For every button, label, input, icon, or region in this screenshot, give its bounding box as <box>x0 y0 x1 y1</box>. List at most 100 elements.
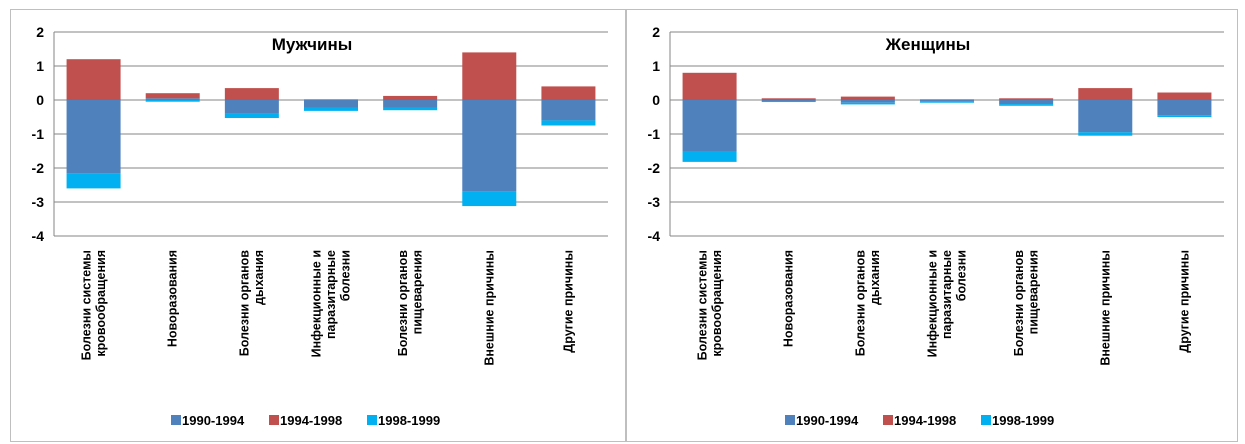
bar-1994-1998-cat-5 <box>462 52 517 100</box>
bar-1998-1999-cat-2 <box>224 113 279 119</box>
category-label-line: Болезни органов <box>854 250 868 357</box>
category-label-line: Внешние причины <box>1098 250 1112 366</box>
bar-1998-1999-cat-3 <box>304 107 358 111</box>
gridlines <box>670 31 1224 237</box>
category-label-line: Болезни органов <box>1012 250 1026 357</box>
bar-1998-1999-cat-2 <box>840 102 895 105</box>
bar-1990-1994-cat-3 <box>304 100 358 108</box>
bar-1990-1994-cat-1 <box>145 98 200 100</box>
category-label: Другие причины <box>1177 250 1191 353</box>
legend-label: 1994-1998 <box>280 413 342 428</box>
y-tick-label: -2 <box>32 160 45 176</box>
chart-panel-men: 2 1 0 -1 -2 -3 -4 Болезни системыкровообращения… <box>10 9 626 442</box>
bar-1994-1998-cat-2 <box>224 88 279 100</box>
bar-1990-1994-cat-4 <box>999 100 1054 105</box>
bar-1990-1994-cat-2 <box>224 100 279 114</box>
y-tick-labels: 2 1 0 -1 -2 -3 -4 <box>648 24 661 244</box>
legend-label: 1998-1999 <box>992 413 1054 428</box>
legend-label: 1990-1994 <box>796 413 859 428</box>
bar-1998-1999-cat-1 <box>761 101 816 103</box>
bar-1990-1994-cat-0 <box>66 100 121 174</box>
category-label-line: дыхания <box>868 250 882 305</box>
bar-1998-1999-cat-5 <box>1078 132 1133 136</box>
bar-1998-1999-cat-1 <box>145 100 200 102</box>
bar-1998-1999-cat-4 <box>383 107 438 111</box>
bar-1990-1994-cat-5 <box>1078 100 1133 133</box>
legend-label: 1998-1999 <box>378 413 440 428</box>
category-label: Болезни органовдыхания <box>854 250 883 357</box>
category-label-line: Новоразования <box>782 250 796 347</box>
bar-1994-1998-cat-6 <box>541 86 596 100</box>
y-tick-label: -1 <box>32 126 45 142</box>
bar-1990-1994-cat-5 <box>462 100 517 192</box>
category-label-line: Инфекционные и <box>926 250 940 357</box>
category-label-line: Инфекционные и <box>310 250 324 357</box>
category-label-line: Болезни системы <box>79 250 93 360</box>
y-tick-label: -1 <box>648 126 661 142</box>
y-tick-label: 1 <box>652 58 660 74</box>
bars <box>66 52 596 207</box>
category-label-line: пищеварения <box>410 250 424 334</box>
legend: 1990-1994 1994-1998 1998-1999 <box>171 413 440 428</box>
y-tick-label: -4 <box>32 228 45 244</box>
legend-swatch <box>171 415 181 425</box>
bar-1990-1994-cat-2 <box>840 100 895 103</box>
category-label-line: дыхания <box>252 250 266 305</box>
y-tick-label: -2 <box>648 160 661 176</box>
bar-1994-1998-cat-6 <box>1157 92 1212 100</box>
gridlines <box>54 31 608 237</box>
category-label: Болезни системыкровообращения <box>695 250 724 360</box>
legend: 1990-1994 1994-1998 1998-1999 <box>785 413 1054 428</box>
category-label: Болезни органовдыхания <box>238 250 267 357</box>
legend-label: 1990-1994 <box>182 413 245 428</box>
category-label: Инфекционные ипаразитарныеболезни <box>310 250 353 357</box>
bar-1990-1994-cat-4 <box>383 100 438 108</box>
legend-label: 1994-1998 <box>894 413 956 428</box>
category-label-line: Болезни системы <box>695 250 709 360</box>
y-tick-label: 2 <box>652 24 660 40</box>
y-tick-label: -4 <box>648 228 661 244</box>
bar-1994-1998-cat-1 <box>145 93 200 99</box>
category-label-line: Другие причины <box>561 250 575 353</box>
category-label-line: болезни <box>955 250 969 301</box>
bar-1998-1999-cat-6 <box>541 120 596 126</box>
category-label-line: Другие причины <box>1177 250 1191 353</box>
chart-panel-women: 2 1 0 -1 -2 -3 -4 Болезни системыкровообращения… <box>626 9 1238 442</box>
y-tick-label: 0 <box>652 92 660 108</box>
bar-1994-1998-cat-0 <box>682 72 737 100</box>
category-label-line: кровообращения <box>710 250 724 357</box>
bar-1998-1999-cat-4 <box>999 104 1054 106</box>
category-label: Другие причины <box>561 250 575 353</box>
category-label: Новоразования <box>782 250 796 347</box>
category-label: Внешние причины <box>482 250 496 366</box>
bar-1994-1998-cat-4 <box>383 95 438 100</box>
legend-swatch <box>981 415 991 425</box>
bar-1994-1998-cat-0 <box>66 59 121 100</box>
category-label: Болезни органовпищеварения <box>396 250 425 357</box>
legend-swatch <box>883 415 893 425</box>
chart-title: Мужчины <box>272 35 353 54</box>
bar-1990-1994-cat-6 <box>541 100 596 121</box>
bar-1998-1999-cat-0 <box>682 151 737 162</box>
category-label-line: болезни <box>339 250 353 301</box>
bar-1998-1999-cat-6 <box>1157 115 1212 117</box>
category-label: Болезни органовпищеварения <box>1012 250 1041 357</box>
y-tick-label: -3 <box>648 194 661 210</box>
bar-1998-1999-cat-0 <box>66 173 121 189</box>
category-label: Инфекционные ипаразитарныеболезни <box>926 250 969 357</box>
legend-swatch <box>269 415 279 425</box>
bar-1990-1994-cat-1 <box>761 100 816 102</box>
category-label-line: паразитарные <box>940 250 954 339</box>
bars <box>682 72 1212 162</box>
category-label-line: паразитарные <box>324 250 338 339</box>
legend-swatch <box>785 415 795 425</box>
category-label-line: Внешние причины <box>482 250 496 366</box>
y-tick-label: 0 <box>36 92 44 108</box>
y-tick-label: -3 <box>32 194 45 210</box>
category-label-line: Болезни органов <box>396 250 410 357</box>
chart-women-svg: 2 1 0 -1 -2 -3 -4 Болезни системыкровообращения… <box>648 24 1224 428</box>
y-tick-labels: 2 1 0 -1 -2 -3 -4 <box>32 24 45 244</box>
category-label: Внешние причины <box>1098 250 1112 366</box>
category-label-line: пищеварения <box>1026 250 1040 334</box>
